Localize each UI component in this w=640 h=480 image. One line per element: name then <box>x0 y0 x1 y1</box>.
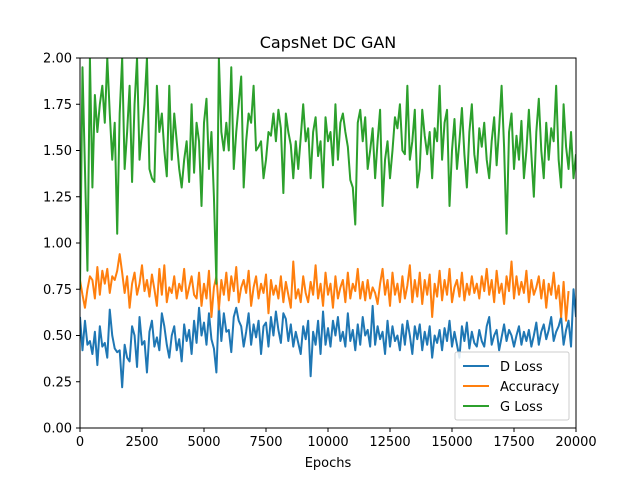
x-tick-label: 0 <box>76 435 84 450</box>
legend: D Loss Accuracy G Loss <box>454 351 570 421</box>
legend-box <box>454 351 570 421</box>
legend-label-g-loss: G Loss <box>500 400 543 415</box>
x-tick-label: 10000 <box>307 435 348 450</box>
x-tick-label: 20000 <box>555 435 596 450</box>
x-tick-label: 15000 <box>431 435 472 450</box>
y-tick-label: 2.00 <box>43 52 72 67</box>
y-tick-label: 1.75 <box>43 98 72 113</box>
y-tick-label: 0.00 <box>43 422 72 437</box>
y-tick-label: 1.25 <box>43 190 72 205</box>
x-axis: 0 2500 5000 7500 10000 12500 15000 17500 20000 <box>76 428 597 450</box>
series-line-g-loss <box>80 58 576 290</box>
legend-label-accuracy: Accuracy <box>500 380 560 395</box>
series-line-d-loss <box>80 288 576 389</box>
chart-title: CapsNet DC GAN <box>260 33 397 52</box>
series-line-accuracy <box>80 253 570 322</box>
x-tick-label: 2500 <box>125 435 158 450</box>
y-tick-label: 0.25 <box>43 375 72 390</box>
y-tick-label: 0.50 <box>43 329 72 344</box>
x-tick-label: 7500 <box>249 435 282 450</box>
x-tick-label: 5000 <box>187 435 220 450</box>
y-tick-label: 1.00 <box>43 237 72 252</box>
x-tick-label: 17500 <box>493 435 534 450</box>
y-tick-label: 0.75 <box>43 283 72 298</box>
y-axis: 0.00 0.25 0.50 0.75 1.00 1.25 1.50 1.75 2.00 <box>43 52 80 437</box>
legend-label-d-loss: D Loss <box>500 360 543 375</box>
series-layer <box>80 58 576 389</box>
x-axis-title: Epochs <box>305 456 352 471</box>
y-tick-label: 1.50 <box>43 144 72 159</box>
x-tick-label: 12500 <box>369 435 410 450</box>
